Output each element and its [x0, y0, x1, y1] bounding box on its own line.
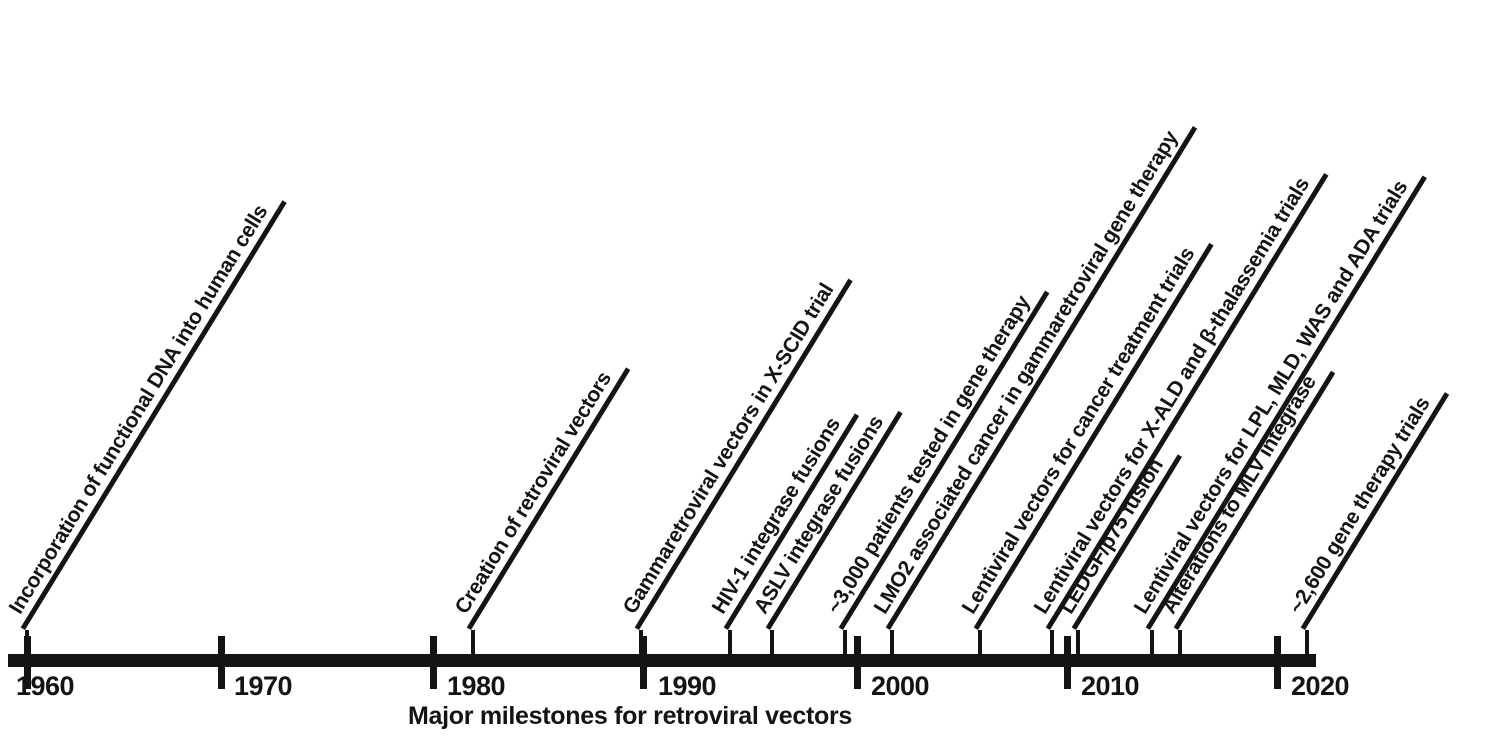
milestone: ~2,600 gene therapy trials [1280, 379, 1449, 656]
axis-year-label: 1960 [16, 671, 75, 701]
milestone: ~3,000 patients tested in gene therapy [818, 278, 1050, 656]
axis-year-label: 2010 [1081, 671, 1140, 701]
axis-tick [218, 636, 225, 689]
milestone-line: Incorporation of functional DNA into hum… [0, 187, 287, 630]
milestone-label: ~2,600 gene therapy trials [1284, 392, 1435, 618]
milestone: Lentiviral vectors for cancer treatment … [953, 230, 1214, 656]
axis-year-label: 1970 [234, 671, 293, 701]
axis-tick [854, 636, 861, 689]
milestone-line: Creation of retroviral vectors [446, 354, 631, 630]
axis-tick [430, 636, 437, 689]
milestone: Lentiviral vectors for X-ALD and β-thala… [1025, 160, 1329, 656]
milestone: Lentiviral vectors for LPL, MLD, WAS and… [1125, 163, 1427, 656]
milestone: Alterations to MLV integrase [1153, 358, 1336, 656]
milestone: LMO2 associated cancer in gammaretrovira… [865, 113, 1197, 656]
axis-tick [1274, 636, 1281, 689]
milestone: LEDGF/p75 fusion [1051, 441, 1183, 656]
milestone: ASLV integrase fusions [745, 398, 903, 656]
axis-year-label: 2000 [871, 671, 930, 701]
axis-tick [640, 636, 647, 689]
axis-tick [24, 636, 31, 689]
timeline-axis [8, 654, 1316, 667]
axis-year-label: 2020 [1291, 671, 1350, 701]
milestone: Creation of retroviral vectors [446, 354, 631, 656]
milestone-line: LMO2 associated cancer in gammaretrovira… [865, 113, 1197, 630]
axis-year-label: 1980 [447, 671, 506, 701]
milestone: HIV-1 integrase fusions [703, 400, 860, 656]
axis-tick [1064, 636, 1071, 689]
milestone: Gammaretroviral vectors in X-SCID trial [614, 266, 853, 656]
milestone-label: Incorporation of functional DNA into hum… [4, 200, 273, 618]
figure-caption: Major milestones for retroviral vectors [408, 702, 853, 730]
milestone-label: Creation of retroviral vectors [450, 367, 617, 618]
milestone: Incorporation of functional DNA into hum… [0, 187, 287, 656]
axis-year-label: 1990 [658, 671, 717, 701]
